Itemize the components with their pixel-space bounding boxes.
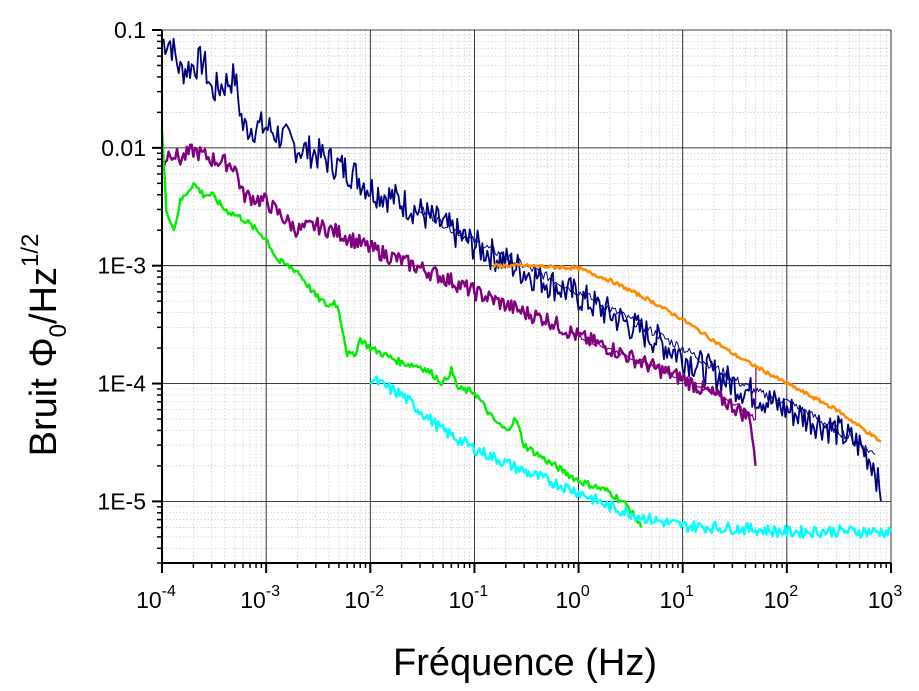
x-tick-exponent: 1	[685, 583, 694, 600]
axes	[152, 29, 892, 573]
x-tick-label: 10-4	[136, 583, 176, 613]
y-axis-title: Bruit Φ0/Hz1/2	[17, 234, 72, 457]
x-tick-labels: 10-4 10-3 10-2 10-1 100 101 102 103	[136, 583, 902, 613]
series-line-6	[492, 262, 882, 443]
y-axis-title-sup: 1/2	[17, 234, 44, 267]
x-tick-label: 10-3	[240, 583, 280, 613]
x-tick-exponent: -4	[162, 583, 176, 600]
x-tick-label: 101	[659, 583, 694, 613]
y-tick-label: 1E-4	[97, 371, 146, 397]
x-tick-exponent: -3	[266, 583, 280, 600]
x-tick-base: 10	[136, 587, 162, 613]
y-tick-labels: 0.1 0.01 1E-3 1E-4 1E-5	[97, 17, 146, 514]
x-tick-base: 10	[555, 587, 581, 613]
x-tick-label: 103	[868, 583, 903, 613]
y-tick-label: 0.1	[114, 17, 146, 43]
y-axis-title-main: Bruit Φ	[23, 337, 65, 456]
x-tick-base: 10	[659, 587, 685, 613]
y-axis-title-sub: 0	[45, 324, 72, 337]
series-layer	[160, 37, 893, 539]
x-tick-exponent: 3	[893, 583, 902, 600]
x-axis-title: Fréquence (Hz)	[393, 642, 657, 684]
y-axis-title-unit: /Hz	[23, 267, 65, 324]
series-line-5	[369, 375, 893, 539]
y-tick-label: 0.01	[101, 135, 146, 161]
x-tick-label: 10-2	[344, 583, 384, 613]
x-tick-base: 10	[344, 587, 370, 613]
series-line-3	[578, 334, 757, 421]
x-tick-label: 10-1	[449, 583, 489, 613]
x-tick-base: 10	[764, 587, 790, 613]
series-line-0	[161, 37, 882, 502]
x-tick-base: 10	[868, 587, 894, 613]
y-tick-label: 1E-3	[97, 253, 146, 279]
major-grid	[161, 29, 892, 563]
x-tick-label: 100	[555, 583, 590, 613]
x-tick-base: 10	[449, 587, 475, 613]
minor-grid	[162, 30, 891, 563]
series-line-4	[160, 129, 643, 528]
y-tick-label: 1E-5	[97, 488, 146, 514]
x-tick-base: 10	[240, 587, 266, 613]
x-tick-exponent: -1	[474, 583, 488, 600]
x-tick-exponent: -2	[370, 583, 384, 600]
series-line-1	[419, 206, 876, 455]
x-tick-exponent: 2	[789, 583, 798, 600]
series-line-2	[160, 143, 757, 467]
x-tick-exponent: 0	[581, 583, 590, 600]
x-tick-label: 102	[764, 583, 799, 613]
